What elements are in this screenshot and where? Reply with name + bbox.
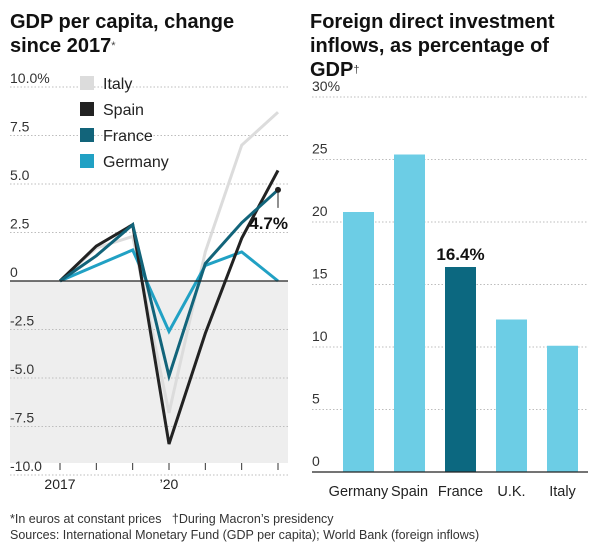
y-tick-label: -7.5 (10, 410, 34, 426)
y-tick-label: 0 (10, 264, 18, 280)
footer: *In euros at constant prices †During Mac… (10, 511, 585, 543)
legend-swatch-spain (80, 102, 94, 116)
y-tick-label: -2.5 (10, 313, 34, 329)
bar-y-tick-label: 0 (312, 453, 320, 469)
sources: Sources: International Monetary Fund (GD… (10, 528, 480, 542)
line-spain (58, 169, 280, 445)
legend-swatch-germany (80, 154, 94, 168)
bar-spain (394, 154, 425, 472)
bar-y-tick-label: 10 (312, 328, 328, 344)
bar-italy (547, 345, 578, 472)
footnote: *In euros at constant prices †During Mac… (10, 512, 334, 526)
y-tick-label: -10.0 (10, 458, 42, 474)
line-france (59, 188, 280, 382)
right-chart-title: Foreign direct investment inflows, as pe… (310, 11, 555, 81)
legend-label-italy: Italy (103, 76, 132, 93)
legend-label-france: France (103, 128, 153, 145)
y-tick-label: 10.0% (10, 70, 50, 86)
bar-category-label: Germany (329, 484, 389, 500)
bar-y-tick-label: 5 (312, 391, 320, 407)
bar-y-tick-label: 25 (312, 141, 328, 157)
bar-category-label: U.K. (497, 484, 525, 500)
fdi-bar-chart: 30% 25 20 15 10 5 0 Germany Spain France 16.4% U.K.… (312, 78, 588, 500)
y-tick-label: 5.0 (10, 167, 30, 183)
annotation-label: 4.7% (249, 214, 288, 233)
left-chart-title: GDP per capita, change since 2017* (10, 11, 235, 57)
bar-highlight-label: 16.4% (436, 245, 484, 264)
bar-uk (496, 319, 527, 472)
bar-category-label: Spain (391, 484, 428, 500)
bar-category-label: France (438, 484, 483, 500)
line-germany (59, 248, 279, 335)
y-tick-label: 7.5 (10, 119, 30, 135)
legend-label-spain: Spain (103, 102, 144, 119)
y-tick-label: -5.0 (10, 361, 34, 377)
x-tick-label: ’20 (160, 476, 179, 492)
legend-label-germany: Germany (103, 154, 169, 171)
y-tick-label: 2.5 (10, 216, 30, 232)
bar-y-tick-label: 15 (312, 266, 328, 282)
bar-y-tick-label: 20 (312, 203, 328, 219)
bar-france (445, 267, 476, 472)
x-tick-label: 2017 (44, 476, 75, 492)
legend-swatch-france (80, 128, 94, 142)
bar-y-tick-label: 30% (312, 78, 340, 94)
legend-swatch-italy (80, 76, 94, 90)
bar-category-label: Italy (549, 484, 576, 500)
bar-germany (343, 212, 374, 472)
